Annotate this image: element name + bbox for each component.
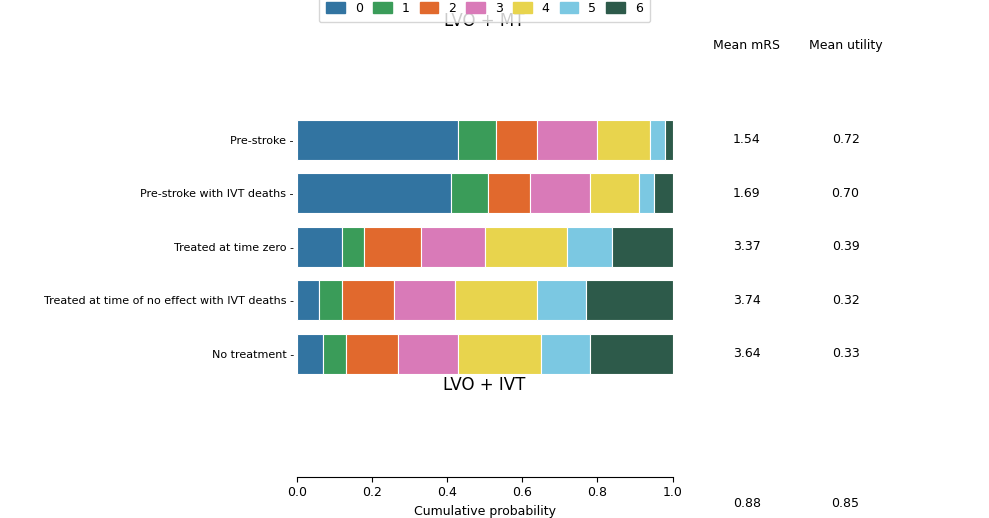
Bar	[297, 120, 458, 160]
Text: 3.64: 3.64	[733, 347, 761, 360]
Bar	[541, 334, 589, 373]
Bar	[323, 0, 345, 10]
Bar	[616, 483, 650, 518]
X-axis label: Cumulative probability: Cumulative probability	[413, 505, 556, 518]
Text: 0.33: 0.33	[832, 347, 859, 360]
Bar	[297, 483, 499, 518]
Legend: 0, 1, 2, 3, 4, 5, 6: 0, 1, 2, 3, 4, 5, 6	[318, 0, 651, 22]
Text: Mean utility: Mean utility	[809, 39, 882, 52]
Text: 0.32: 0.32	[832, 294, 859, 307]
Bar	[323, 334, 345, 373]
Bar	[297, 173, 451, 213]
Bar	[342, 226, 364, 267]
Bar	[458, 120, 495, 160]
Text: 1.69: 1.69	[733, 186, 761, 199]
Bar	[399, 334, 458, 373]
Bar	[342, 280, 395, 320]
Bar	[455, 280, 537, 320]
Bar	[297, 280, 319, 320]
Bar	[297, 0, 323, 10]
Text: 0.72: 0.72	[832, 133, 859, 146]
Bar	[589, 334, 673, 373]
Bar	[650, 120, 665, 160]
Bar	[654, 173, 673, 213]
Bar	[589, 0, 673, 10]
Bar	[489, 173, 530, 213]
Text: 3.74: 3.74	[733, 294, 761, 307]
Bar	[568, 226, 612, 267]
Bar	[458, 334, 541, 373]
Bar	[364, 226, 420, 267]
Text: LVO + IVT: LVO + IVT	[443, 376, 526, 394]
Bar	[650, 483, 665, 518]
Bar	[319, 280, 342, 320]
Text: 0.88: 0.88	[733, 497, 761, 510]
Bar	[537, 120, 597, 160]
Text: 3.37: 3.37	[733, 240, 761, 253]
Text: 1.54: 1.54	[733, 133, 761, 146]
Text: 0.85: 0.85	[832, 497, 859, 510]
Bar	[530, 173, 589, 213]
Text: Mean mRS: Mean mRS	[713, 39, 780, 52]
Bar	[597, 120, 650, 160]
Bar	[541, 0, 589, 10]
Bar	[345, 0, 399, 10]
Bar	[541, 483, 579, 518]
Bar	[499, 483, 541, 518]
Bar	[665, 120, 673, 160]
Bar	[612, 226, 673, 267]
Text: 0.39: 0.39	[832, 240, 859, 253]
Bar	[451, 173, 489, 213]
Bar	[399, 0, 458, 10]
Bar	[458, 0, 541, 10]
Bar	[579, 483, 616, 518]
Bar	[345, 334, 399, 373]
Bar	[586, 280, 673, 320]
Bar	[639, 173, 654, 213]
Bar	[589, 173, 639, 213]
Text: 0.70: 0.70	[832, 186, 859, 199]
Bar	[297, 334, 323, 373]
Bar	[395, 280, 455, 320]
Bar	[537, 280, 586, 320]
Bar	[297, 226, 342, 267]
Text: LVO + MT: LVO + MT	[444, 12, 525, 30]
Bar	[495, 120, 537, 160]
Bar	[485, 226, 568, 267]
Bar	[665, 483, 673, 518]
Bar	[420, 226, 485, 267]
